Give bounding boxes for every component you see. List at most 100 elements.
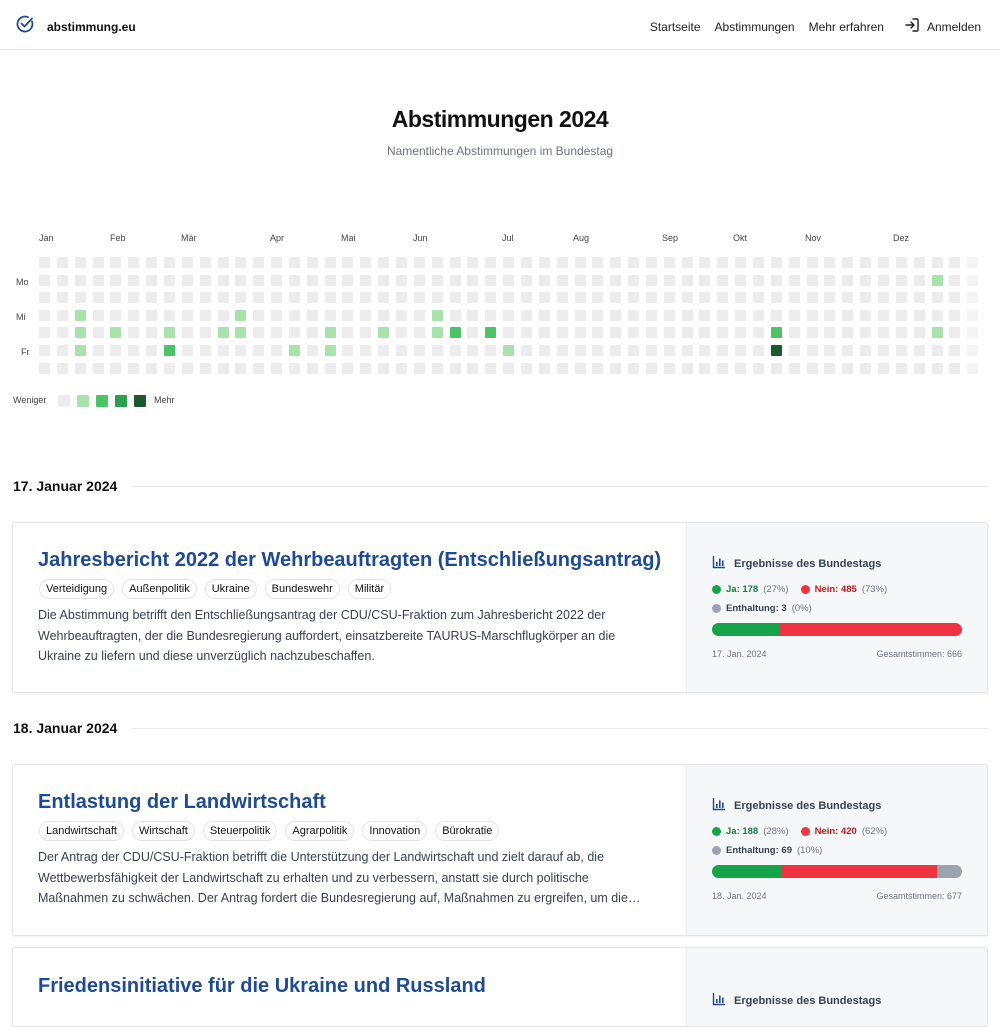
heatmap-cell[interactable]: [682, 327, 693, 338]
heatmap-cell[interactable]: [860, 310, 871, 321]
heatmap-cell[interactable]: [325, 275, 336, 286]
heatmap-cell[interactable]: [110, 327, 121, 338]
heatmap-cell[interactable]: [467, 363, 478, 374]
heatmap-cell[interactable]: [842, 310, 853, 321]
heatmap-cell[interactable]: [432, 345, 443, 356]
heatmap-cell[interactable]: [575, 257, 586, 268]
heatmap-cell[interactable]: [307, 327, 318, 338]
tag[interactable]: Steuerpolitik: [202, 821, 278, 841]
heatmap-cell[interactable]: [771, 363, 782, 374]
heatmap-cell[interactable]: [182, 345, 193, 356]
heatmap-cell[interactable]: [307, 310, 318, 321]
heatmap-cell[interactable]: [842, 257, 853, 268]
heatmap-cell[interactable]: [860, 275, 871, 286]
heatmap-cell[interactable]: [485, 310, 496, 321]
heatmap-cell[interactable]: [789, 292, 800, 303]
heatmap-cell[interactable]: [110, 292, 121, 303]
heatmap-cell[interactable]: [218, 275, 229, 286]
heatmap-cell[interactable]: [146, 275, 157, 286]
heatmap-cell[interactable]: [557, 310, 568, 321]
heatmap-cell[interactable]: [57, 363, 68, 374]
heatmap-cell[interactable]: [735, 292, 746, 303]
heatmap-cell[interactable]: [325, 292, 336, 303]
heatmap-cell[interactable]: [539, 292, 550, 303]
heatmap-cell[interactable]: [200, 310, 211, 321]
heatmap-cell[interactable]: [164, 292, 175, 303]
heatmap-cell[interactable]: [771, 275, 782, 286]
heatmap-cell[interactable]: [753, 275, 764, 286]
heatmap-cell[interactable]: [93, 363, 104, 374]
heatmap-cell[interactable]: [289, 257, 300, 268]
heatmap-cell[interactable]: [146, 363, 157, 374]
heatmap-cell[interactable]: [128, 275, 139, 286]
heatmap-cell[interactable]: [414, 257, 425, 268]
heatmap-cell[interactable]: [539, 327, 550, 338]
heatmap-cell[interactable]: [896, 363, 907, 374]
heatmap-cell[interactable]: [717, 310, 728, 321]
heatmap-cell[interactable]: [342, 327, 353, 338]
heatmap-cell[interactable]: [378, 327, 389, 338]
heatmap-cell[interactable]: [485, 275, 496, 286]
heatmap-cell[interactable]: [378, 345, 389, 356]
heatmap-cell[interactable]: [967, 327, 978, 338]
heatmap-cell[interactable]: [967, 292, 978, 303]
heatmap-cell[interactable]: [842, 345, 853, 356]
heatmap-cell[interactable]: [93, 345, 104, 356]
heatmap-cell[interactable]: [610, 327, 621, 338]
heatmap-cell[interactable]: [253, 275, 264, 286]
heatmap-cell[interactable]: [735, 345, 746, 356]
heatmap-cell[interactable]: [182, 363, 193, 374]
heatmap-cell[interactable]: [967, 345, 978, 356]
heatmap-cell[interactable]: [164, 275, 175, 286]
heatmap-cell[interactable]: [753, 257, 764, 268]
heatmap-cell[interactable]: [289, 292, 300, 303]
heatmap-cell[interactable]: [664, 275, 675, 286]
heatmap-cell[interactable]: [110, 345, 121, 356]
heatmap-cell[interactable]: [432, 275, 443, 286]
heatmap-cell[interactable]: [467, 345, 478, 356]
heatmap-cell[interactable]: [896, 310, 907, 321]
heatmap-cell[interactable]: [378, 257, 389, 268]
nav-link-startseite[interactable]: Startseite: [649, 19, 701, 34]
heatmap-cell[interactable]: [182, 275, 193, 286]
heatmap-cell[interactable]: [253, 292, 264, 303]
nav-link-abstimmungen[interactable]: Abstimmungen: [714, 19, 795, 34]
heatmap-cell[interactable]: [485, 257, 496, 268]
heatmap-cell[interactable]: [575, 310, 586, 321]
heatmap-cell[interactable]: [93, 327, 104, 338]
heatmap-cell[interactable]: [253, 345, 264, 356]
heatmap-cell[interactable]: [824, 310, 835, 321]
heatmap-cell[interactable]: [57, 292, 68, 303]
heatmap-cell[interactable]: [271, 327, 282, 338]
heatmap-cell[interactable]: [914, 327, 925, 338]
heatmap-cell[interactable]: [182, 257, 193, 268]
heatmap-cell[interactable]: [842, 363, 853, 374]
heatmap-cell[interactable]: [628, 327, 639, 338]
heatmap-cell[interactable]: [557, 327, 568, 338]
heatmap-cell[interactable]: [664, 327, 675, 338]
heatmap-cell[interactable]: [771, 345, 782, 356]
heatmap-cell[interactable]: [807, 363, 818, 374]
heatmap-cell[interactable]: [628, 310, 639, 321]
heatmap-cell[interactable]: [289, 310, 300, 321]
heatmap-cell[interactable]: [39, 363, 50, 374]
heatmap-cell[interactable]: [717, 363, 728, 374]
heatmap-cell[interactable]: [325, 257, 336, 268]
heatmap-cell[interactable]: [521, 275, 532, 286]
heatmap-cell[interactable]: [414, 363, 425, 374]
heatmap-cell[interactable]: [110, 257, 121, 268]
heatmap-cell[interactable]: [39, 257, 50, 268]
heatmap-cell[interactable]: [860, 327, 871, 338]
heatmap-cell[interactable]: [539, 275, 550, 286]
heatmap-cell[interactable]: [57, 275, 68, 286]
tag[interactable]: Bundeswehr: [264, 579, 340, 599]
heatmap-cell[interactable]: [896, 275, 907, 286]
heatmap-cell[interactable]: [396, 275, 407, 286]
heatmap-cell[interactable]: [717, 345, 728, 356]
heatmap-cell[interactable]: [628, 345, 639, 356]
heatmap-cell[interactable]: [557, 345, 568, 356]
heatmap-cell[interactable]: [432, 363, 443, 374]
heatmap-cell[interactable]: [146, 257, 157, 268]
heatmap-cell[interactable]: [735, 257, 746, 268]
heatmap-cell[interactable]: [307, 275, 318, 286]
